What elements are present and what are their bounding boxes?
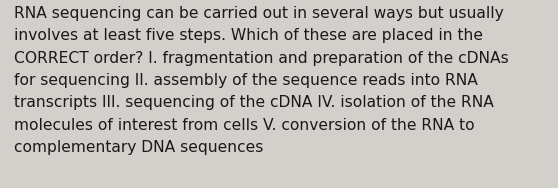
Text: RNA sequencing can be carried out in several ways but usually
involves at least : RNA sequencing can be carried out in sev…	[14, 6, 509, 155]
